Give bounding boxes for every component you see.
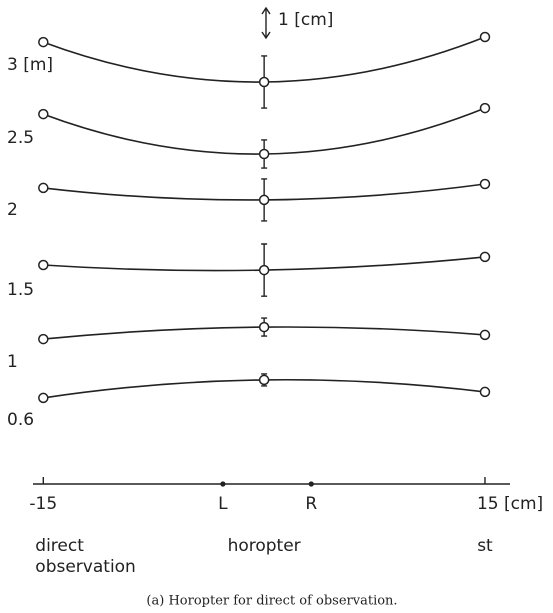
series-label: 2.5 — [7, 128, 34, 148]
bottom-label: observation — [35, 557, 136, 577]
point — [258, 194, 270, 206]
series-label: 1 — [7, 352, 18, 372]
scale-arrow — [261, 6, 271, 40]
series-label: 1.5 — [7, 280, 34, 300]
x-tick-label: 15 [cm] — [477, 494, 543, 514]
point — [38, 182, 49, 194]
axis-point — [220, 481, 226, 487]
point — [479, 251, 491, 263]
point — [258, 374, 270, 386]
caption: (a) Horopter for direct of observation. — [146, 594, 397, 609]
point — [479, 386, 491, 398]
series-label: 0.6 — [7, 410, 34, 430]
point — [479, 102, 491, 114]
point — [38, 259, 49, 271]
bottom-label: st — [477, 536, 493, 556]
bottom-label: horopter — [228, 536, 301, 556]
point — [38, 36, 49, 48]
axis-point-label: R — [305, 494, 317, 514]
point — [258, 321, 270, 333]
point — [258, 148, 270, 160]
x-tick-label: -15 — [29, 494, 57, 514]
axis-point-label: L — [218, 494, 228, 514]
series-label: 3 [m] — [7, 55, 53, 75]
point — [258, 264, 270, 276]
point — [479, 31, 491, 43]
point — [258, 76, 270, 88]
axis-point — [308, 481, 314, 487]
bottom-label: direct — [35, 536, 84, 556]
point — [479, 329, 491, 341]
scale-bar-label: 1 [cm] — [278, 10, 333, 30]
point — [479, 178, 491, 190]
point — [38, 108, 49, 120]
point — [38, 333, 49, 345]
series-label: 2 — [7, 200, 18, 220]
point — [38, 392, 49, 404]
